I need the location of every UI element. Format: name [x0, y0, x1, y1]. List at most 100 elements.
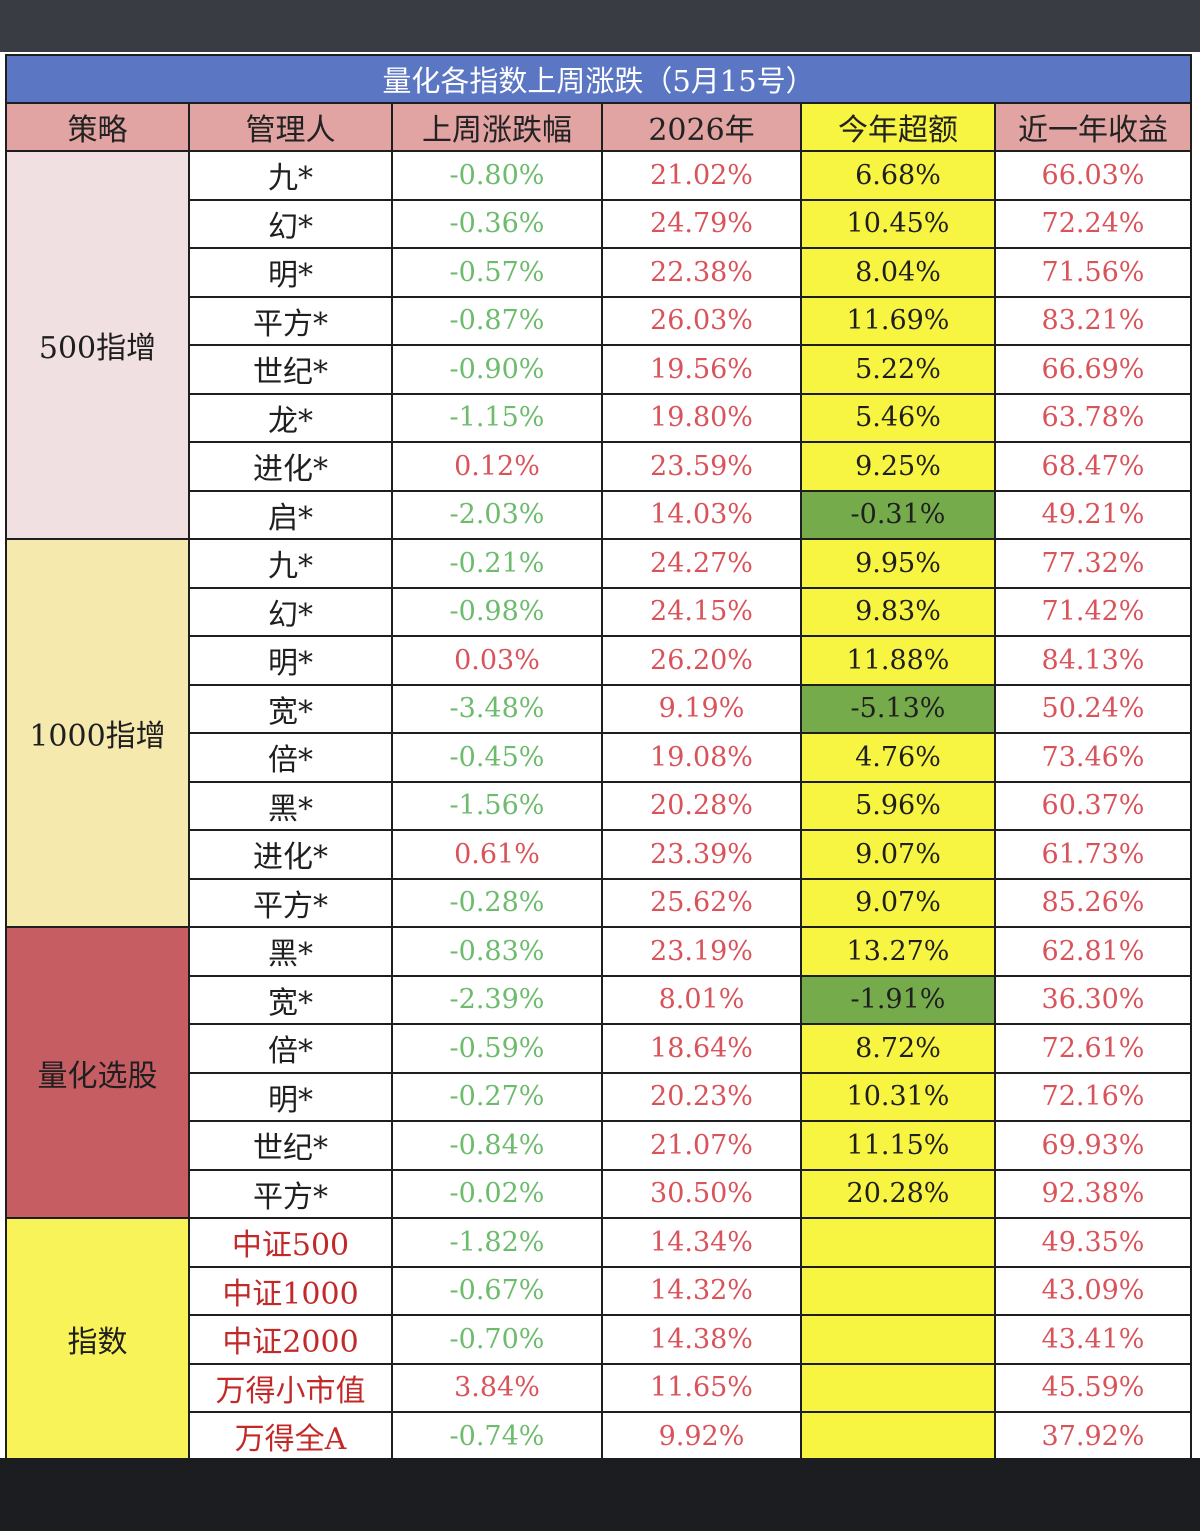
table-row: 龙* -1.15% 19.80% 5.46% 63.78%: [6, 392, 1192, 443]
excess-cell: [800, 1362, 996, 1413]
manager-cell: 平方*: [188, 295, 393, 346]
excess-cell: 10.45%: [800, 198, 996, 249]
manager-cell: 宽*: [188, 683, 393, 734]
excess-cell: 5.46%: [800, 392, 996, 443]
one-year-cell: 37.92%: [994, 1411, 1192, 1462]
table-row: 宽* -3.48% 9.19% -5.13% 50.24%: [6, 683, 1192, 734]
header-one-year: 近一年收益: [994, 102, 1192, 152]
table-row: 500指增 九* -0.80% 21.02% 6.68% 66.03%: [5, 150, 1192, 540]
week-change-cell: -0.90%: [391, 344, 603, 395]
week-change-cell: -0.70%: [391, 1314, 603, 1365]
table-row: 倍* -0.45% 19.08% 4.76% 73.46%: [6, 732, 1192, 783]
ytd-cell: 14.03%: [601, 489, 802, 540]
manager-cell: 进化*: [188, 441, 393, 492]
ytd-cell: 18.64%: [601, 1023, 802, 1074]
one-year-cell: 49.35%: [994, 1217, 1192, 1268]
ytd-cell: 9.92%: [601, 1411, 802, 1462]
week-change-cell: -0.74%: [391, 1411, 603, 1462]
excess-cell: -5.13%: [800, 683, 996, 734]
manager-cell: 明*: [188, 247, 393, 298]
one-year-cell: 92.38%: [994, 1168, 1192, 1219]
manager-cell: 黑*: [188, 926, 393, 977]
week-change-cell: -1.82%: [391, 1217, 603, 1268]
one-year-cell: 73.46%: [994, 732, 1192, 783]
index-name-cell: 中证2000: [188, 1314, 393, 1365]
one-year-cell: 77.32%: [994, 538, 1192, 589]
manager-cell: 世纪*: [188, 1120, 393, 1171]
excess-cell: [800, 1265, 996, 1316]
manager-cell: 龙*: [188, 392, 393, 443]
one-year-cell: 71.56%: [994, 247, 1192, 298]
week-change-cell: 0.12%: [391, 441, 603, 492]
week-change-cell: 3.84%: [391, 1362, 603, 1413]
bottom-bar: [0, 1458, 1200, 1531]
week-change-cell: -0.45%: [391, 732, 603, 783]
week-change-cell: -0.80%: [391, 150, 603, 201]
ytd-cell: 14.34%: [601, 1217, 802, 1268]
week-change-cell: -0.28%: [391, 877, 603, 928]
excess-cell: -0.31%: [800, 489, 996, 540]
ytd-cell: 14.32%: [601, 1265, 802, 1316]
one-year-cell: 49.21%: [994, 489, 1192, 540]
excess-cell: 11.88%: [800, 635, 996, 686]
table-row: 宽* -2.39% 8.01% -1.91% 36.30%: [6, 974, 1192, 1025]
one-year-cell: 61.73%: [994, 829, 1192, 880]
ytd-cell: 24.27%: [601, 538, 802, 589]
excess-cell: [800, 1411, 996, 1462]
index-name-cell: 万得全A: [188, 1411, 393, 1462]
ytd-cell: 30.50%: [601, 1168, 802, 1219]
excess-cell: 20.28%: [800, 1168, 996, 1219]
week-change-cell: -0.36%: [391, 198, 603, 249]
strategy-1000-cell: 1000指增: [5, 538, 190, 928]
top-status-bar: [0, 0, 1200, 52]
one-year-cell: 72.61%: [994, 1023, 1192, 1074]
ytd-cell: 26.03%: [601, 295, 802, 346]
week-change-cell: -0.87%: [391, 295, 603, 346]
header-manager: 管理人: [188, 102, 393, 152]
ytd-cell: 8.01%: [601, 974, 802, 1025]
one-year-cell: 72.24%: [994, 198, 1192, 249]
table-row: 万得小市值 3.84% 11.65% 45.59%: [6, 1362, 1192, 1413]
manager-cell: 黑*: [188, 780, 393, 831]
table-row: 指数 中证500 -1.82% 14.34% 49.35%: [5, 1217, 1192, 1462]
excess-cell: 11.69%: [800, 295, 996, 346]
one-year-cell: 84.13%: [994, 635, 1192, 686]
manager-cell: 宽*: [188, 974, 393, 1025]
table-row: 1000指增 九* -0.21% 24.27% 9.95% 77.32%: [5, 538, 1192, 928]
table-image: 量化各指数上周涨跌（5月15号） 策略 管理人 上周涨跌幅 2026年 今年超额…: [0, 52, 1200, 1462]
ytd-cell: 20.23%: [601, 1071, 802, 1122]
ytd-cell: 19.56%: [601, 344, 802, 395]
table-row: 世纪* -0.90% 19.56% 5.22% 66.69%: [6, 344, 1192, 395]
table-row: 进化* 0.12% 23.59% 9.25% 68.47%: [6, 441, 1192, 492]
week-change-cell: -0.67%: [391, 1265, 603, 1316]
excess-cell: 6.68%: [800, 150, 996, 201]
one-year-cell: 83.21%: [994, 295, 1192, 346]
ytd-cell: 19.08%: [601, 732, 802, 783]
table-row: 平方* -0.02% 30.50% 20.28% 92.38%: [6, 1168, 1192, 1219]
table-row: 平方* -0.28% 25.62% 9.07% 85.26%: [6, 877, 1192, 928]
one-year-cell: 68.47%: [994, 441, 1192, 492]
manager-cell: 倍*: [188, 1023, 393, 1074]
table-row: 幻* -0.98% 24.15% 9.83% 71.42%: [6, 586, 1192, 637]
ytd-cell: 25.62%: [601, 877, 802, 928]
excess-cell: 9.07%: [800, 877, 996, 928]
table-row: 幻* -0.36% 24.79% 10.45% 72.24%: [6, 198, 1192, 249]
ytd-cell: 19.80%: [601, 392, 802, 443]
week-change-cell: -2.03%: [391, 489, 603, 540]
index-name-cell: 中证1000: [188, 1265, 393, 1316]
excess-cell: 5.96%: [800, 780, 996, 831]
table-row: 量化选股 黑* -0.83% 23.19% 13.27% 62.81%: [5, 926, 1192, 1219]
excess-cell: 9.95%: [800, 538, 996, 589]
ytd-cell: 26.20%: [601, 635, 802, 686]
week-change-cell: 0.61%: [391, 829, 603, 880]
excess-cell: 9.25%: [800, 441, 996, 492]
one-year-cell: 66.69%: [994, 344, 1192, 395]
one-year-cell: 36.30%: [994, 974, 1192, 1025]
excess-cell: 10.31%: [800, 1071, 996, 1122]
excess-cell: 13.27%: [800, 926, 996, 977]
week-change-cell: -0.59%: [391, 1023, 603, 1074]
week-change-cell: -3.48%: [391, 683, 603, 734]
table-row: 倍* -0.59% 18.64% 8.72% 72.61%: [6, 1023, 1192, 1074]
header-ytd: 2026年: [601, 102, 802, 152]
week-change-cell: -0.02%: [391, 1168, 603, 1219]
